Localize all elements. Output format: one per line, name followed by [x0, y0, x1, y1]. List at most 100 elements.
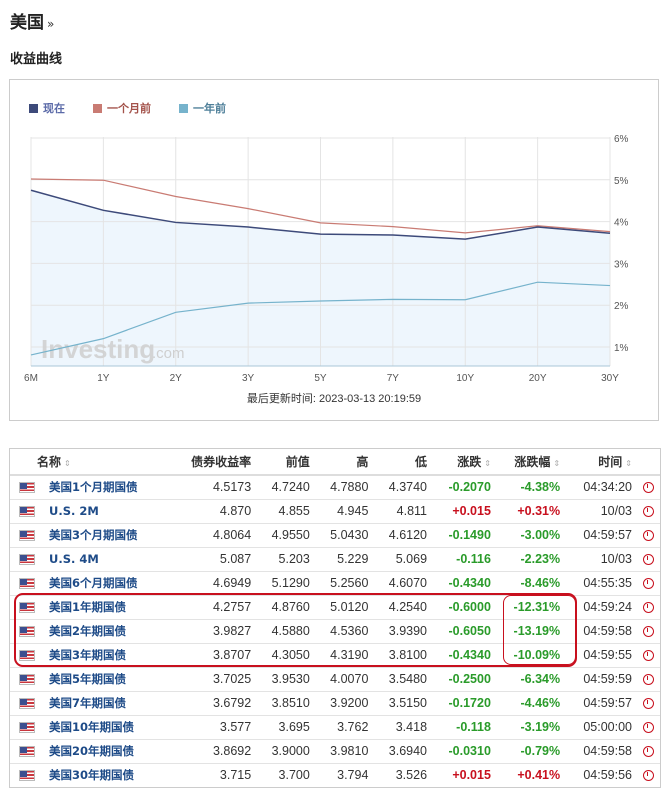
table-row: U.S. 2M 4.870 4.855 4.945 4.811 +0.015 +…	[10, 499, 660, 524]
legend-swatch-icon	[29, 103, 38, 113]
clock-cell[interactable]	[636, 475, 660, 500]
clock-cell[interactable]	[636, 667, 660, 692]
bond-name-link[interactable]: U.S. 4M	[39, 547, 169, 572]
bond-name-link[interactable]: 美国30年期国债	[49, 768, 135, 783]
us-flag-icon-cell	[10, 691, 39, 716]
us-flag-icon	[19, 650, 35, 662]
clock-cell[interactable]	[636, 595, 660, 620]
clock-icon[interactable]	[642, 746, 654, 758]
clock-cell[interactable]	[636, 547, 660, 572]
yield-value: 4.870	[168, 499, 256, 524]
clock-cell[interactable]	[636, 619, 660, 644]
change-pct-value: -4.38%	[494, 475, 565, 500]
clock-cell[interactable]	[636, 763, 660, 787]
time-value: 10/03	[564, 547, 636, 572]
bond-name-link[interactable]: 美国20年期国债	[39, 739, 169, 764]
yield-value: 3.6792	[168, 691, 256, 716]
bond-name-link[interactable]: 美国2年期国债	[39, 619, 169, 644]
clock-icon[interactable]	[642, 506, 654, 518]
svg-text:6M: 6M	[24, 373, 38, 384]
low-value: 3.5480	[372, 667, 432, 692]
col-header-change[interactable]: 涨跌 ⇕	[431, 449, 495, 476]
clock-icon[interactable]	[642, 650, 654, 662]
clock-cell[interactable]	[636, 715, 660, 740]
change-value: -0.116	[431, 547, 495, 572]
bond-name-link[interactable]: 美国10年期国债	[39, 715, 169, 740]
clock-icon[interactable]	[642, 482, 654, 494]
legend-item[interactable]: 一年前	[179, 100, 226, 116]
clock-cell[interactable]	[636, 691, 660, 716]
change-pct-value: -0.79%	[494, 739, 565, 764]
prev-value: 5.203	[255, 547, 314, 572]
svg-text:4%: 4%	[614, 218, 629, 229]
legend-label: 一年前	[193, 102, 226, 115]
time-value: 04:59:57	[564, 523, 636, 548]
prev-value: 5.1290	[255, 571, 314, 596]
col-header-low: 低	[372, 449, 432, 476]
yield-value: 4.5173	[168, 475, 256, 500]
change-pct-value: -10.09%	[494, 643, 565, 668]
legend-item[interactable]: 现在	[29, 100, 65, 116]
clock-cell[interactable]	[636, 643, 660, 668]
us-flag-icon	[19, 506, 35, 518]
high-value: 5.2560	[313, 571, 373, 596]
chart-legend: 现在 一个月前 一年前	[29, 100, 254, 116]
us-flag-icon	[19, 602, 35, 614]
clock-icon[interactable]	[642, 626, 654, 638]
table-row: 美国6个月期国债 4.6949 5.1290 5.2560 4.6070 -0.…	[10, 571, 660, 596]
clock-icon[interactable]	[642, 698, 654, 710]
us-flag-icon-cell	[10, 499, 39, 524]
high-value: 5.229	[313, 547, 373, 572]
svg-text:20Y: 20Y	[529, 373, 547, 384]
time-value: 04:55:35	[564, 571, 636, 596]
clock-cell[interactable]	[636, 523, 660, 548]
bond-name-link[interactable]: 美国3年期国债	[39, 643, 169, 668]
bond-name-link[interactable]: 美国7年期国债	[39, 691, 169, 716]
high-value: 5.0430	[313, 523, 373, 548]
bond-name-link[interactable]: 美国1个月期国债	[39, 475, 169, 500]
prev-value: 4.5880	[255, 619, 314, 644]
us-flag-icon-cell	[10, 667, 39, 692]
more-link-icon[interactable]: »	[47, 17, 55, 31]
bond-name-link[interactable]: 美国6个月期国债	[39, 571, 169, 596]
legend-item[interactable]: 一个月前	[93, 100, 151, 116]
bond-name-link[interactable]: 美国1年期国债	[39, 595, 169, 620]
low-value: 5.069	[372, 547, 432, 572]
clock-icon[interactable]	[642, 530, 654, 542]
clock-icon[interactable]	[642, 674, 654, 686]
yield-value: 4.8064	[168, 523, 256, 548]
table-header-row: 名称 ⇕ 债券收益率 前值 高 低 涨跌 ⇕ 涨跌幅 ⇕ 时间 ⇕	[10, 449, 660, 476]
us-flag-icon-cell	[10, 619, 39, 644]
clock-cell[interactable]	[636, 499, 660, 524]
bond-name-link[interactable]: 美国5年期国债	[39, 667, 169, 692]
clock-icon[interactable]	[642, 722, 654, 734]
col-header-time[interactable]: 时间 ⇕	[564, 449, 636, 476]
low-value: 3.5150	[372, 691, 432, 716]
clock-icon[interactable]	[642, 770, 654, 782]
us-flag-icon	[19, 722, 35, 734]
us-flag-icon-cell	[10, 715, 39, 740]
col-header-high: 高	[313, 449, 373, 476]
bond-name-link[interactable]: U.S. 2M	[39, 499, 169, 524]
change-value: -0.2070	[431, 475, 495, 500]
clock-icon[interactable]	[642, 602, 654, 614]
clock-icon[interactable]	[642, 578, 654, 590]
bond-name-link[interactable]: 美国3个月期国债	[39, 523, 169, 548]
col-header-name[interactable]: 名称 ⇕	[10, 449, 169, 476]
yield-value: 3.9827	[168, 619, 256, 644]
low-value: 3.9390	[372, 619, 432, 644]
time-value: 05:00:00	[564, 715, 636, 740]
svg-text:6%: 6%	[614, 134, 629, 145]
yield-value: 4.2757	[168, 595, 256, 620]
col-header-change-pct[interactable]: 涨跌幅 ⇕	[494, 449, 565, 476]
low-value: 3.418	[372, 715, 432, 740]
clock-cell[interactable]	[636, 739, 660, 764]
clock-cell[interactable]	[636, 571, 660, 596]
us-flag-icon	[19, 698, 35, 710]
clock-icon[interactable]	[642, 554, 654, 566]
us-flag-icon	[19, 674, 35, 686]
high-value: 3.9200	[313, 691, 373, 716]
yield-value: 3.8692	[168, 739, 256, 764]
svg-text:7Y: 7Y	[387, 373, 400, 384]
svg-text:3%: 3%	[614, 259, 629, 270]
